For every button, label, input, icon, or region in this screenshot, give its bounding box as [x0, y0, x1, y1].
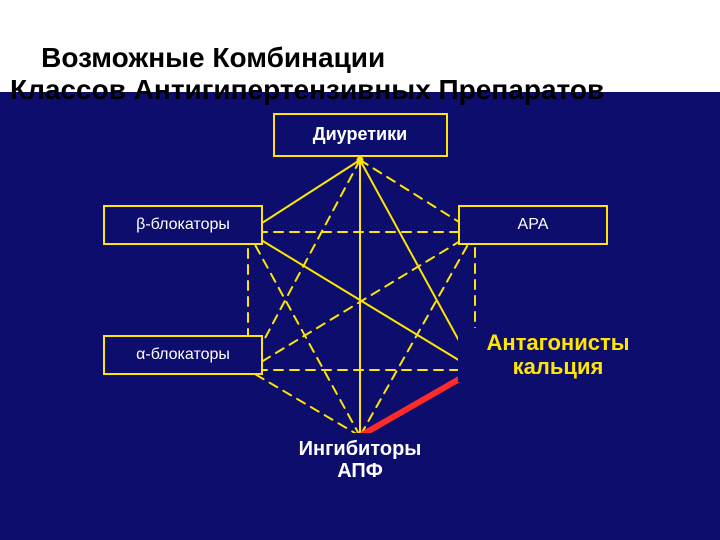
node-ara: АРА	[458, 205, 608, 245]
node-label: Диуретики	[275, 125, 446, 145]
edge-ace-beta	[248, 232, 360, 436]
node-label: β-блокаторы	[105, 216, 261, 234]
node-calcium: Антагонисты кальция	[458, 328, 658, 382]
node-label: АРА	[460, 216, 606, 234]
node-label: Антагонисты кальция	[460, 331, 656, 379]
slide-canvas: Возможные Комбинации Классов Антигиперте…	[0, 0, 720, 540]
node-beta: β-блокаторы	[103, 205, 263, 245]
node-ace: Ингибиторы АПФ	[273, 433, 448, 487]
node-label: α-блокаторы	[105, 346, 261, 364]
node-label: Ингибиторы АПФ	[275, 438, 446, 482]
edge-beta-diuretics	[248, 160, 360, 232]
vertex-diuretics	[357, 157, 364, 164]
edge-ace-alpha	[248, 370, 360, 436]
node-diuretics: Диуретики	[273, 113, 448, 157]
node-alpha: α-блокаторы	[103, 335, 263, 375]
